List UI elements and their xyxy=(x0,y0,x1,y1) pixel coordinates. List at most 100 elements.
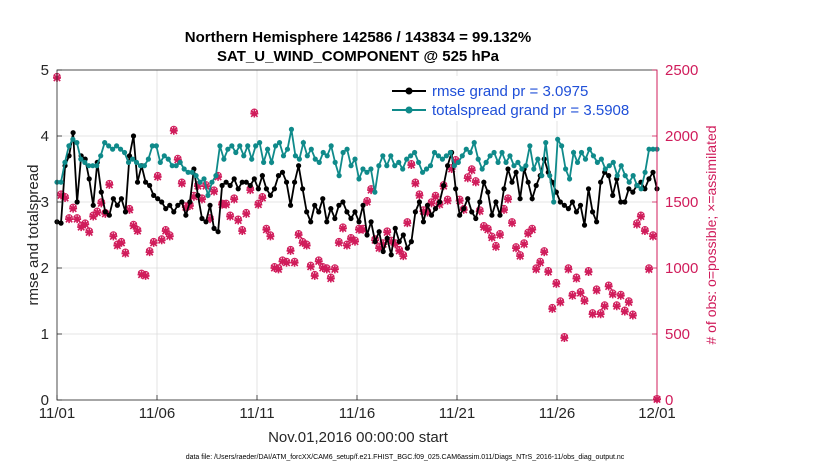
totalspread-point xyxy=(646,146,652,152)
obs-assimilated-point xyxy=(73,215,82,224)
obs-assimilated-point xyxy=(612,302,621,311)
totalspread-point xyxy=(74,140,80,146)
y-tick-label: 5 xyxy=(41,62,49,79)
totalspread-point xyxy=(66,143,72,149)
rmse-point xyxy=(445,163,451,169)
obs-assimilated-point xyxy=(193,182,202,191)
rmse-point xyxy=(557,199,563,205)
obs-assimilated-point xyxy=(467,166,476,175)
totalspread-point xyxy=(253,143,259,149)
legend-background xyxy=(380,76,645,121)
totalspread-point xyxy=(574,159,581,165)
obs-assimilated-point xyxy=(262,225,271,234)
obs-assimilated-point xyxy=(177,179,186,188)
rmse-point xyxy=(291,179,298,185)
obs-assimilated-point xyxy=(548,304,557,313)
obs-assimilated-point xyxy=(314,257,323,266)
obs-assimilated-point xyxy=(346,234,355,243)
obs-assimilated-point xyxy=(294,231,303,239)
totalspread-point xyxy=(578,149,585,156)
obs-assimilated-point xyxy=(524,229,533,238)
totalspread-point xyxy=(145,156,151,162)
obs-assimilated-point xyxy=(141,271,150,280)
obs-assimilated-point xyxy=(624,298,633,307)
rmse-point xyxy=(420,219,427,225)
totalspread-point xyxy=(539,173,545,179)
rmse-point xyxy=(147,182,153,189)
totalspread-point xyxy=(165,156,171,162)
totalspread-point xyxy=(618,163,624,169)
rmse-point xyxy=(106,212,112,218)
totalspread-point xyxy=(129,156,136,162)
obs-assimilated-point xyxy=(455,196,464,205)
rmse-point xyxy=(187,199,193,205)
totalspread-point xyxy=(352,156,358,162)
obs-assimilated-point xyxy=(137,270,146,279)
obs-assimilated-point xyxy=(197,195,206,204)
obs-assimilated-point xyxy=(516,252,525,261)
rmse-point xyxy=(227,182,233,189)
totalspread-point xyxy=(117,146,124,152)
totalspread-point xyxy=(78,156,84,162)
totalspread-point xyxy=(288,126,295,132)
obs-assimilated-point xyxy=(157,236,166,245)
x-tick-label: 11/21 xyxy=(439,405,475,422)
y-right-axis-label: # of obs: o=possible; ×=assimilated xyxy=(703,125,719,344)
rmse-point xyxy=(300,186,306,192)
totalspread-point xyxy=(328,143,334,149)
rmse-point xyxy=(70,130,76,136)
obs-assimilated-point xyxy=(185,201,194,210)
obs-assimilated-point xyxy=(427,199,436,208)
obs-assimilated-point xyxy=(584,267,593,276)
rmse-point xyxy=(328,206,334,212)
rmse-point xyxy=(481,179,487,185)
totalspread-point xyxy=(515,159,521,165)
totalspread-point xyxy=(570,149,577,156)
obs-assimilated-point xyxy=(218,200,227,209)
obs-assimilated-point xyxy=(57,191,66,200)
obs-assimilated-point xyxy=(242,209,251,218)
totalspread-point xyxy=(205,192,211,198)
rmse-point xyxy=(440,182,447,189)
totalspread-point xyxy=(217,143,223,149)
y-right-tick-label: 1500 xyxy=(665,194,698,211)
totalspread-point xyxy=(499,149,505,156)
rmse-point xyxy=(626,186,632,192)
rmse-point xyxy=(332,215,338,222)
totalspread-point xyxy=(380,153,386,159)
rmse-point xyxy=(247,182,253,189)
totalspread-point xyxy=(197,179,203,185)
rmse-point xyxy=(118,196,125,202)
y-right-tick-label: 1000 xyxy=(665,260,698,277)
rmse-point xyxy=(239,179,245,185)
totalspread-point xyxy=(551,199,557,205)
rmse-point xyxy=(469,209,475,215)
totalspread-point xyxy=(356,176,362,182)
rmse-point xyxy=(167,202,173,208)
x-tick-label: 11/06 xyxy=(139,405,175,422)
obs-assimilated-point xyxy=(475,207,484,216)
totalspread-point xyxy=(312,156,318,162)
rmse-point xyxy=(356,219,362,225)
totalspread-point xyxy=(368,166,374,172)
obs-assimilated-point xyxy=(580,297,589,305)
totalspread-point xyxy=(261,159,267,165)
obs-assimilated-point xyxy=(93,208,102,217)
obs-assimilated-point xyxy=(536,258,545,267)
obs-assimilated-point xyxy=(246,186,255,195)
rmse-point xyxy=(86,176,92,182)
totalspread-point xyxy=(257,140,263,146)
totalspread-point xyxy=(114,143,120,149)
rmse-point xyxy=(279,169,286,175)
obs-assimilated-point xyxy=(620,307,629,316)
rmse-point xyxy=(251,176,257,182)
obs-assimilated-point xyxy=(278,257,287,266)
legend-spread-marker xyxy=(405,106,413,114)
obs-assimilated-point xyxy=(588,310,597,319)
rmse-point xyxy=(102,209,108,215)
obs-assimilated-point xyxy=(447,165,456,173)
totalspread-point xyxy=(491,149,497,156)
totalspread-point xyxy=(292,153,299,159)
rmse-point xyxy=(179,199,185,205)
